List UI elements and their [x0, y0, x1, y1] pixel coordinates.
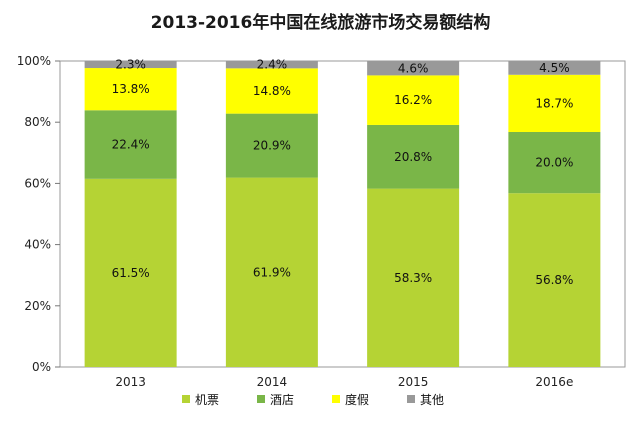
bar-segment — [367, 75, 460, 125]
bar-segment — [84, 110, 177, 179]
bar-segment — [508, 74, 601, 132]
legend-label: 度假 — [345, 392, 369, 407]
legend-swatch — [257, 395, 265, 403]
y-tick-label: 40% — [24, 238, 51, 252]
bar-segment — [84, 68, 177, 111]
data-label: 20.0% — [535, 156, 573, 170]
bar-segment — [367, 188, 460, 367]
bar-segment — [508, 61, 601, 75]
legend: 机票 酒店 度假 其他 — [182, 392, 444, 407]
bar-segment — [508, 131, 601, 194]
plot-border — [59, 60, 626, 368]
data-label: 61.9% — [253, 265, 291, 279]
data-label: 18.7% — [535, 96, 573, 110]
data-label: 2.3% — [115, 58, 146, 72]
chart-title: 2013-2016年中国在线旅游市场交易额结构 — [150, 13, 491, 33]
bar-segment — [367, 61, 460, 76]
data-label: 20.8% — [394, 150, 432, 164]
bar-segment — [225, 177, 318, 367]
x-tick-label: 2013 — [115, 375, 146, 389]
legend-swatch — [332, 395, 340, 403]
bar-segment — [225, 61, 318, 69]
legend-swatch — [407, 395, 415, 403]
y-tick-label: 0% — [32, 360, 51, 374]
bar-segment — [84, 178, 177, 367]
data-label: 13.8% — [112, 82, 150, 96]
data-label: 22.4% — [112, 138, 150, 152]
bar-segment — [367, 124, 460, 189]
legend-label: 其他 — [420, 393, 444, 407]
data-label: 4.5% — [539, 61, 570, 75]
x-tick-label: 2014 — [257, 375, 288, 389]
bar-segment — [508, 193, 601, 367]
y-tick-label: 60% — [24, 176, 51, 190]
y-tick-label: 80% — [24, 115, 51, 129]
data-label: 20.9% — [253, 139, 291, 153]
legend-swatch — [182, 395, 190, 403]
legend-label: 酒店 — [270, 393, 294, 407]
x-tick-label: 2015 — [398, 375, 429, 389]
data-label: 4.6% — [398, 61, 429, 75]
legend-label: 机票 — [195, 393, 219, 407]
data-label: 2.4% — [257, 58, 288, 72]
data-label: 61.5% — [112, 266, 150, 280]
bar-segment — [225, 113, 318, 178]
y-axis: 0% 20% 40% 60% 80% 100% — [17, 54, 60, 374]
x-tick-label: 2016e — [535, 375, 573, 389]
bar-segment — [225, 68, 318, 114]
data-label: 56.8% — [535, 273, 573, 287]
data-label: 16.2% — [394, 93, 432, 107]
data-label: 58.3% — [394, 271, 432, 285]
y-tick-label: 100% — [17, 54, 51, 68]
plot-area: 61.5% 22.4% 13.8% 2.3% 61.9% 20.9% 14.8% 2.4% 58… — [59, 58, 626, 368]
data-label: 14.8% — [253, 84, 291, 98]
y-tick-label: 20% — [24, 299, 51, 313]
bar-segment — [84, 61, 177, 69]
x-axis: 2013 2014 2015 2016e — [115, 375, 573, 389]
